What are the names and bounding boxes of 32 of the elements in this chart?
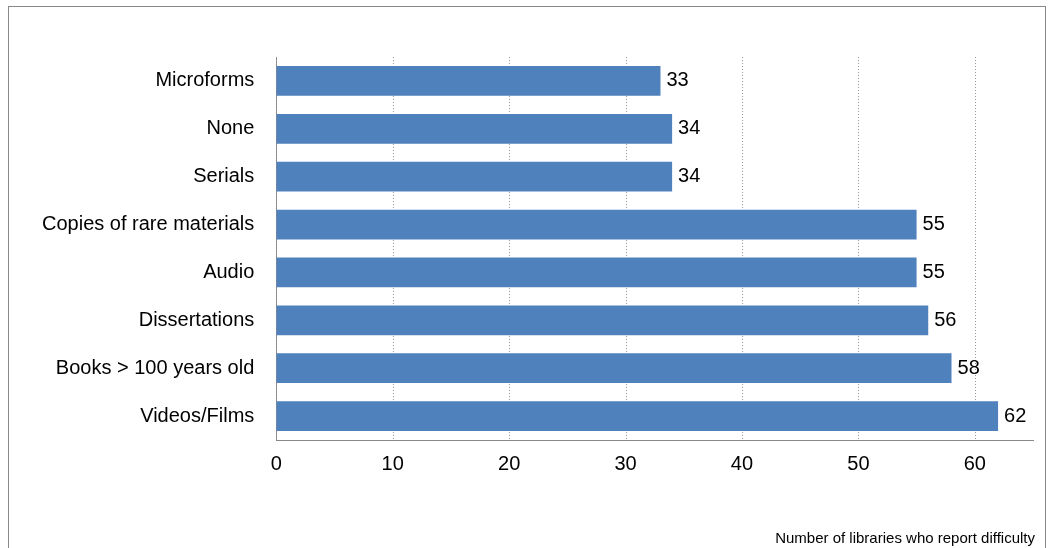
- x-axis-title: Number of libraries who report difficulty: [775, 529, 1035, 546]
- data-label: 33: [666, 68, 689, 91]
- bar: [276, 401, 999, 431]
- y-tick-label: None: [206, 116, 255, 139]
- y-tick-label: Books > 100 years old: [55, 355, 255, 378]
- x-tick-label: 50: [847, 451, 870, 474]
- bar: [276, 209, 917, 240]
- data-label: 58: [957, 355, 980, 378]
- x-tick-label: 20: [498, 451, 521, 474]
- data-label: 55: [922, 259, 945, 282]
- y-tick-label: Dissertations: [138, 307, 255, 330]
- bar: [276, 161, 673, 192]
- bar: [276, 353, 952, 384]
- x-tick-label: 60: [963, 451, 986, 474]
- bar: [276, 66, 661, 96]
- bar: [276, 113, 673, 144]
- bar: [276, 257, 917, 288]
- data-label: 62: [1004, 403, 1027, 426]
- y-tick-label: Audio: [203, 259, 255, 282]
- bar: [276, 305, 929, 336]
- y-tick-label: Serials: [193, 164, 255, 187]
- x-tick-label: 40: [730, 451, 754, 474]
- x-tick-label: 30: [614, 451, 637, 474]
- y-tick-label: Copies of rare materials: [41, 212, 255, 235]
- data-label: 34: [678, 164, 701, 187]
- data-label: 34: [678, 116, 701, 139]
- data-label: 56: [934, 307, 957, 330]
- x-tick-label: 10: [381, 451, 404, 474]
- y-tick-label: Videos/Films: [140, 403, 255, 426]
- data-label: 55: [922, 212, 945, 235]
- y-tick-label: Microforms: [155, 68, 255, 91]
- x-tick-label: 0: [270, 451, 282, 474]
